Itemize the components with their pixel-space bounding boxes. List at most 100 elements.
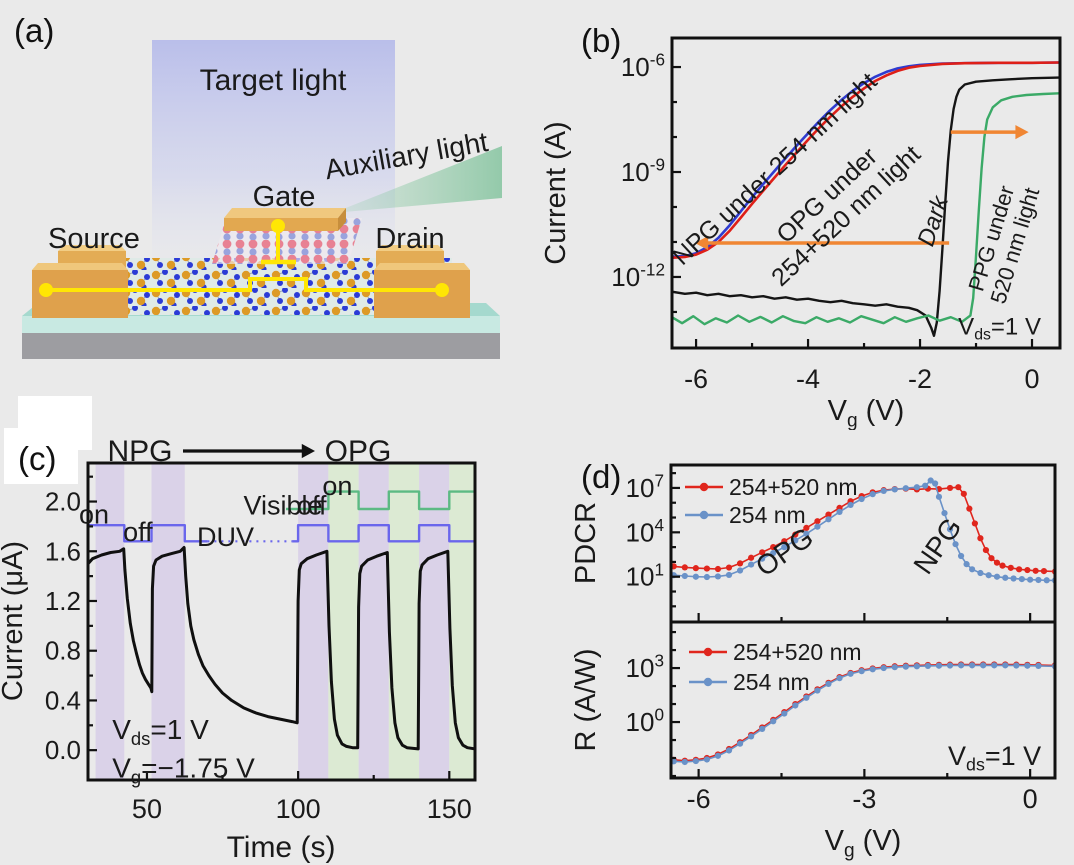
annotation: OPG	[750, 521, 819, 582]
svg-text:on: on	[322, 471, 352, 501]
series-visible-square-wave	[286, 490, 474, 511]
oxide-layer-front	[22, 316, 500, 333]
series-duv-square-wave	[89, 524, 208, 543]
svg-text:Vds=1 V: Vds=1 V	[112, 714, 209, 749]
svg-text:0.4: 0.4	[45, 685, 81, 715]
auxiliary-light-beam	[333, 146, 502, 213]
annotation: off	[123, 517, 153, 547]
svg-text:-6: -6	[687, 784, 711, 814]
svg-text:DUV: DUV	[197, 522, 254, 552]
svg-text:Vg=−1.75 V: Vg=−1.75 V	[112, 752, 255, 787]
svg-text:150: 150	[427, 794, 472, 824]
svg-text:100: 100	[626, 705, 664, 737]
svg-text:Vg (V): Vg (V)	[828, 395, 905, 430]
series-group	[673, 61, 1059, 337]
drain-label: Drain	[375, 223, 444, 255]
svg-text:254+520 nm: 254+520 nm	[733, 639, 862, 665]
svg-text:NPG: NPG	[907, 512, 967, 579]
panel-a-label: (a)	[14, 12, 54, 49]
svg-text:1.2: 1.2	[45, 586, 81, 616]
annotation: Visible	[243, 491, 322, 521]
svg-text:PDCR: PDCR	[570, 502, 602, 584]
gate-electrode-side	[338, 208, 346, 231]
svg-text:10-12: 10-12	[611, 260, 665, 292]
svg-text:Vds=1 V: Vds=1 V	[958, 313, 1041, 343]
svg-text:Time (s): Time (s)	[227, 831, 336, 864]
panel-d-label: (d)	[581, 458, 621, 495]
series-group	[672, 661, 1054, 766]
svg-text:10-6: 10-6	[621, 50, 665, 82]
svg-text:254+520 nm: 254+520 nm	[729, 474, 858, 500]
svg-text:Current (A): Current (A)	[540, 121, 572, 264]
gate-electrode-top	[224, 208, 346, 218]
circuit-wire	[46, 277, 442, 292]
svg-text:NPG: NPG	[107, 435, 172, 468]
svg-text:101: 101	[626, 559, 664, 591]
series-ppg-under-520-nm-light	[673, 92, 1059, 326]
svg-text:0: 0	[1023, 784, 1038, 814]
panel-c-time-response-chart: (c) 50 100 150 0.0 0.4 0.8 1.2 1.6 2.0 Time (s) Cu…	[0, 435, 477, 864]
gate-label: Gate	[253, 181, 316, 213]
annotation: NPG	[907, 512, 967, 579]
gate-contact-dot	[271, 219, 285, 233]
plot-frame	[86, 461, 477, 782]
annotation: on	[79, 499, 109, 529]
white-patch	[4, 428, 78, 484]
svg-text:254 nm: 254 nm	[729, 502, 806, 528]
drain-contact-dot	[435, 283, 449, 297]
series-group	[89, 490, 474, 751]
base-substrate	[22, 333, 500, 359]
series-opg-under-254+520-nm-light	[673, 61, 1059, 259]
svg-text:Current (μA): Current (μA)	[0, 541, 29, 701]
svg-text:R (A/W): R (A/W)	[570, 648, 602, 751]
svg-text:50: 50	[132, 794, 162, 824]
panel-c-label: (c)	[18, 440, 56, 477]
annotation: off	[297, 491, 327, 521]
svg-text:2.0: 2.0	[45, 487, 81, 517]
svg-text:1.6: 1.6	[45, 536, 81, 566]
annotation: Vds=1 V	[948, 741, 1041, 775]
panel-b-transfer-curves-chart: (b) -6 -4 -2 0 10-6 10-9 10-12 Vg (V) Current (A…	[540, 22, 1062, 430]
axis-ticks	[671, 630, 1032, 778]
drain-electrode-top	[374, 263, 470, 270]
chart-d_bottom: -6 -3 0 103 100 Vg (V) R (A/W) 254+520 nm 254 nm…	[570, 620, 1057, 861]
svg-text:Visible: Visible	[243, 491, 322, 521]
annotation: Dark	[913, 191, 955, 249]
panel-a-device-schematic: (a) Target light	[14, 12, 502, 359]
svg-text:-6: -6	[684, 364, 708, 394]
svg-text:-4: -4	[796, 364, 820, 394]
drain-electrode-front	[374, 270, 470, 318]
svg-text:0: 0	[1024, 364, 1039, 394]
axis-ticks	[672, 65, 1034, 348]
panel-b-label: (b)	[581, 22, 621, 59]
series-group	[672, 477, 1054, 584]
svg-text:107: 107	[626, 471, 664, 503]
svg-text:OPG: OPG	[750, 521, 819, 582]
svg-text:254 nm: 254 nm	[733, 669, 810, 695]
svg-text:10-9: 10-9	[621, 155, 665, 187]
svg-text:0.0: 0.0	[45, 735, 81, 765]
svg-text:103: 103	[626, 651, 664, 683]
annotation: Vg=−1.75 V	[112, 752, 255, 787]
source-label: Source	[48, 223, 140, 255]
legend: 254+520 nm 254 nm	[689, 639, 862, 695]
svg-text:Vg (V): Vg (V)	[825, 825, 902, 861]
source-contact-dot	[39, 283, 53, 297]
axis-ticks	[88, 475, 451, 780]
svg-text:-2: -2	[908, 364, 932, 394]
svg-text:off: off	[297, 491, 327, 521]
drain-electrode-step-top	[376, 245, 444, 251]
annotation: DUV	[197, 522, 254, 552]
annotation: Vds=1 V	[112, 714, 209, 749]
svg-text:off: off	[123, 517, 153, 547]
svg-text:OPG: OPG	[325, 435, 392, 468]
svg-text:-3: -3	[852, 784, 876, 814]
svg-text:100: 100	[276, 794, 321, 824]
svg-text:104: 104	[626, 515, 665, 547]
